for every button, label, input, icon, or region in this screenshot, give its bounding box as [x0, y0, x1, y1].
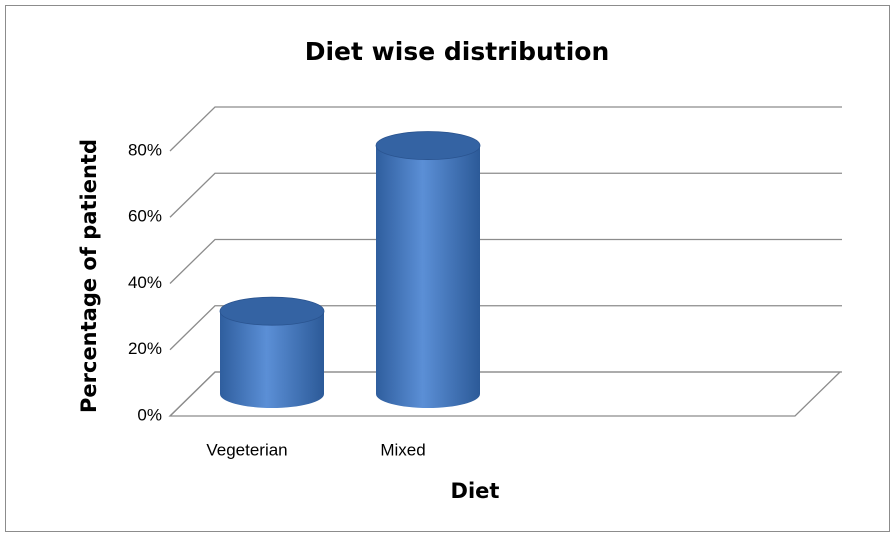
bar-body	[376, 145, 480, 408]
bar-body	[220, 311, 324, 408]
grid-line	[169, 305, 842, 351]
y-axis-label: Percentage of patientd	[77, 139, 101, 413]
y-tick-label: 0%	[137, 405, 162, 424]
bar-top	[219, 296, 325, 326]
y-tick-label: 80%	[128, 140, 162, 159]
grid-line	[169, 238, 842, 284]
y-tick-label: 20%	[128, 339, 162, 358]
x-tick-label: Mixed	[380, 440, 425, 459]
grid-line	[169, 371, 842, 417]
grid-line	[169, 172, 842, 218]
bar	[219, 296, 325, 408]
bar-top	[375, 131, 481, 160]
x-tick-label: Vegeterian	[206, 440, 287, 459]
x-axis-label: Diet	[451, 479, 500, 503]
y-tick-label: 60%	[128, 207, 162, 226]
y-tick-label: 40%	[128, 273, 162, 292]
bar	[375, 131, 481, 408]
chart-title: Diet wise distribution	[305, 37, 610, 66]
grid-line	[169, 106, 842, 152]
